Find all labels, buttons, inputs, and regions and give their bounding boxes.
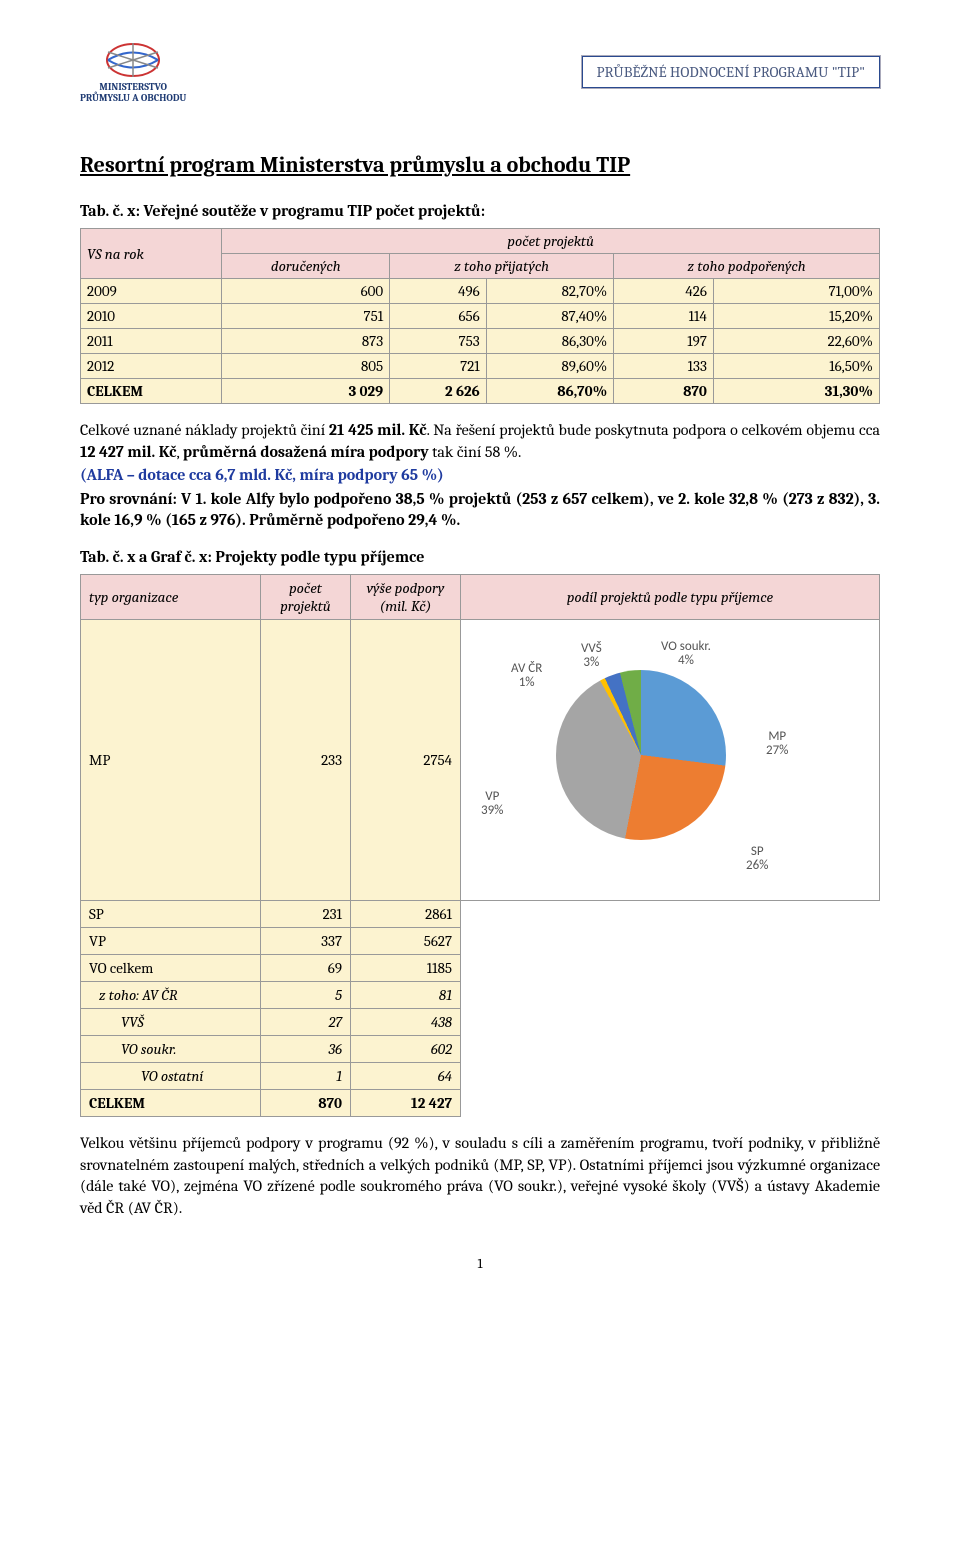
table-row-year: 2012: [81, 354, 222, 379]
table-row: VP: [81, 927, 261, 954]
section-title: Resortní program Ministerstva průmyslu a…: [80, 152, 880, 178]
table-row: SP: [81, 900, 261, 927]
ministry-logo: MINISTERSTVO PRŮMYSLU A OBCHODU: [80, 40, 186, 104]
header-program-title: PRŮBĚŽNÉ HODNOCENÍ PROGRAMU "TIP": [582, 56, 880, 88]
table-orgtype: typ organizace počet projektů výše podpo…: [80, 574, 880, 1117]
total-label: CELKEM: [81, 379, 222, 404]
pie-label: AV ČR1%: [511, 662, 542, 691]
table2-caption: Tab. č. x a Graf č. x: Projekty podle ty…: [80, 548, 880, 566]
pie-label: MP27%: [766, 730, 788, 759]
col-vs-na-rok: VS na rok: [81, 229, 222, 279]
total-label: CELKEM: [81, 1089, 261, 1116]
para-footer: Velkou většinu příjemců podpory v progra…: [80, 1133, 880, 1219]
para-costs: Celkové uznané náklady projektů činí 21 …: [80, 420, 880, 463]
table-row-year: 2009: [81, 279, 222, 304]
table-row: VO soukr.: [81, 1035, 261, 1062]
col-vyse: výše podpory (mil. Kč): [351, 574, 461, 619]
globe-icon: [103, 40, 163, 80]
col-podporenych: z toho podpořených: [614, 254, 880, 279]
pie-label: SP26%: [746, 845, 768, 874]
table1-caption: Tab. č. x: Veřejné soutěže v programu TI…: [80, 202, 880, 220]
para-compare: Pro srovnání: V 1. kole Alfy bylo podpoř…: [80, 489, 880, 532]
pie-label: VO soukr.4%: [661, 640, 711, 669]
col-dorucenych: doručených: [222, 254, 390, 279]
col-group: počet projektů: [222, 229, 880, 254]
table-projects: VS na rok počet projektů doručených z to…: [80, 228, 880, 404]
col-pocet: počet projektů: [261, 574, 351, 619]
table-row: VVŠ: [81, 1008, 261, 1035]
table-row: VO ostatní: [81, 1062, 261, 1089]
table-row-year: 2011: [81, 329, 222, 354]
table-row: VO celkem: [81, 954, 261, 981]
page-number: 1: [80, 1255, 880, 1272]
pie-label: VVŠ3%: [581, 642, 602, 671]
pie-label: VP39%: [481, 790, 503, 819]
ministry-line2: PRŮMYSLU A OBCHODU: [80, 93, 186, 104]
table-row: z toho: AV ČR: [81, 981, 261, 1008]
col-prijatych: z toho přijatých: [390, 254, 614, 279]
pie-chart: MP27% SP26% VP39% AV ČR1% VVŠ3% VO soukr.4%: [461, 620, 821, 900]
para-alfa: (ALFA – dotace cca 6,7 mld. Kč, míra pod…: [80, 465, 880, 487]
col-typ: typ organizace: [81, 574, 261, 619]
table-row-year: 2010: [81, 304, 222, 329]
page-header: MINISTERSTVO PRŮMYSLU A OBCHODU PRŮBĚŽNÉ…: [80, 40, 880, 104]
col-podil: podíl projektů podle typu příjemce: [461, 574, 880, 619]
